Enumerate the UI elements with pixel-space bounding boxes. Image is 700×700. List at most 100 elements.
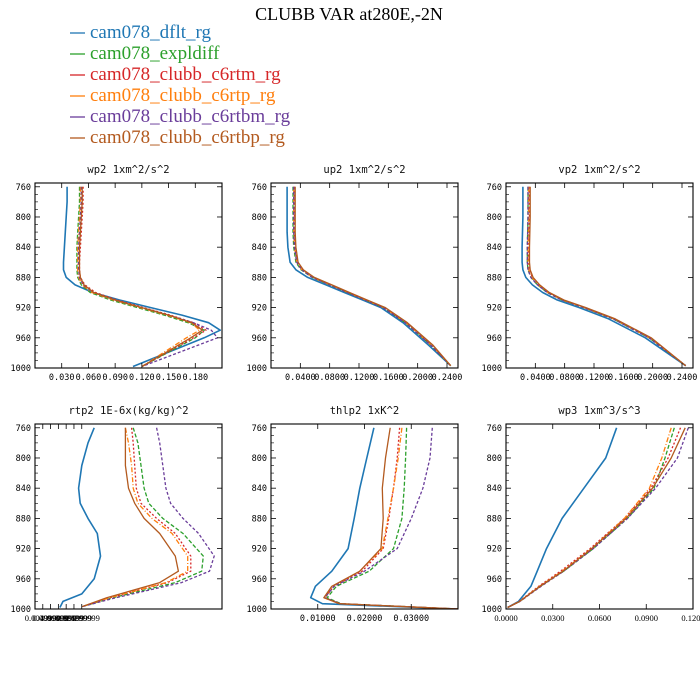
legend-entry: cam078_dflt_rg [90, 22, 212, 43]
x-tick-label: 0.2000 [402, 373, 433, 383]
x-tick-label: 0.0600 [588, 613, 611, 623]
series-line [507, 427, 618, 609]
y-tick-label: 840 [252, 243, 267, 253]
x-tick-label: 0.090 [102, 373, 128, 383]
y-tick-label: 800 [252, 454, 267, 464]
y-tick-label: 1000 [482, 364, 502, 374]
x-tick-label: 0.0249999 [56, 613, 92, 623]
plot-frame [505, 423, 694, 610]
x-tick-label: 0.02000 [347, 614, 383, 624]
y-tick-label: 920 [487, 304, 502, 314]
series-line [294, 186, 452, 367]
legend: cam078_dflt_rgcam078_expldiffcam078_club… [70, 22, 291, 148]
y-tick-label: 760 [16, 424, 31, 434]
series-line [507, 427, 686, 609]
panel-grid: wp2 1xm^2/s^2 760 800 840 880 920 960 1000 0.030… [11, 164, 700, 624]
x-tick-label: 0.120 [129, 373, 155, 383]
x-tick-label: 0.2400 [432, 373, 463, 383]
x-tick-label: 0.0049999 [25, 613, 61, 623]
series-line [81, 427, 215, 608]
x-tick-label: 0.060 [76, 373, 102, 383]
y-tick-label: 880 [16, 514, 31, 524]
y-tick-label: 1000 [247, 605, 267, 615]
x-tick-label: 0.1200 [344, 373, 375, 383]
y-tick-label: 760 [487, 183, 502, 193]
chart-panel: rtp2 1E-6x(kg/kg)^2 760 800 840 880 920 960 100… [11, 405, 223, 623]
series-line [324, 427, 458, 609]
x-tick-label: 0.0300 [541, 613, 564, 623]
legend-entry: cam078_expldiff [90, 43, 220, 64]
x-tick-label: 0.150 [156, 373, 182, 383]
series-line [326, 427, 458, 609]
chart-panel: thlp2 1xK^2 760 800 840 880 920 960 1000 0.01000… [247, 405, 459, 624]
y-tick-label: 920 [252, 304, 267, 314]
y-tick-label: 800 [16, 454, 31, 464]
y-tick-label: 760 [252, 424, 267, 434]
series-line [323, 427, 458, 609]
series-line [286, 186, 452, 367]
series-line [81, 427, 192, 608]
y-tick-label: 840 [16, 243, 31, 253]
legend-entry: cam078_clubb_c6rtbm_rg [90, 106, 291, 127]
series-line [507, 427, 689, 609]
series-line [528, 186, 687, 367]
x-tick-label: 0.0299999 [64, 613, 100, 623]
x-tick-label: 0.0800 [314, 373, 345, 383]
x-tick-label: 0.1200 [579, 373, 610, 383]
y-tick-label: 840 [252, 484, 267, 494]
series-line [81, 427, 180, 608]
y-tick-label: 880 [487, 514, 502, 524]
panel-title: rtp2 1E-6x(kg/kg)^2 [68, 405, 188, 417]
x-tick-label: 0.1600 [608, 373, 639, 383]
y-tick-label: 840 [487, 484, 502, 494]
series-line [77, 186, 201, 368]
plot-frame [505, 182, 694, 369]
y-tick-label: 920 [16, 545, 31, 555]
y-tick-label: 760 [487, 424, 502, 434]
series-line [293, 186, 452, 367]
figure-title: CLUBB VAR at280E,-2N [255, 4, 443, 24]
chart-panel: wp2 1xm^2/s^2 760 800 840 880 920 960 1000 0.030… [11, 164, 223, 383]
y-tick-label: 760 [252, 183, 267, 193]
series-line [526, 186, 687, 367]
y-tick-label: 1000 [11, 605, 31, 615]
series-line [76, 186, 205, 368]
y-tick-label: 840 [16, 484, 31, 494]
series-line [293, 186, 452, 367]
y-tick-label: 760 [16, 183, 31, 193]
y-tick-label: 800 [252, 213, 267, 223]
x-tick-label: 0.2000 [637, 373, 668, 383]
y-tick-label: 800 [16, 213, 31, 223]
series-line [527, 186, 687, 367]
y-tick-label: 880 [252, 514, 267, 524]
x-tick-label: 0.2400 [667, 373, 698, 383]
chart-panel: wp3 1xm^3/s^3 760 800 840 880 920 960 10000.000… [482, 405, 700, 623]
y-tick-label: 960 [252, 575, 267, 585]
y-tick-label: 800 [487, 454, 502, 464]
panel-title: thlp2 1xK^2 [330, 405, 400, 417]
y-tick-label: 1000 [11, 364, 31, 374]
x-tick-label: 0.1200 [681, 613, 700, 623]
x-tick-label: 0.0000 [494, 613, 517, 623]
x-tick-label: 0.0800 [549, 373, 580, 383]
series-line [528, 186, 687, 367]
y-tick-label: 960 [487, 575, 502, 585]
legend-entry: cam078_clubb_c6rtbp_rg [90, 127, 285, 148]
panel-title: wp3 1xm^3/s^3 [558, 405, 640, 417]
y-tick-label: 880 [252, 273, 267, 283]
series-line [78, 186, 204, 368]
series-line [309, 427, 458, 609]
plot-frame [270, 182, 459, 369]
legend-entry: cam078_clubb_c6rtm_rg [90, 64, 281, 85]
y-tick-label: 800 [487, 213, 502, 223]
series-line [324, 427, 458, 609]
series-line [292, 186, 452, 367]
series-line [323, 427, 458, 609]
x-tick-label: 0.0149999 [40, 613, 76, 623]
x-tick-label: 0.030 [49, 373, 75, 383]
series-line [59, 427, 102, 608]
y-tick-label: 1000 [247, 364, 267, 374]
legend-entry: cam078_clubb_c6rtp_rg [90, 85, 276, 106]
y-tick-label: 960 [487, 334, 502, 344]
